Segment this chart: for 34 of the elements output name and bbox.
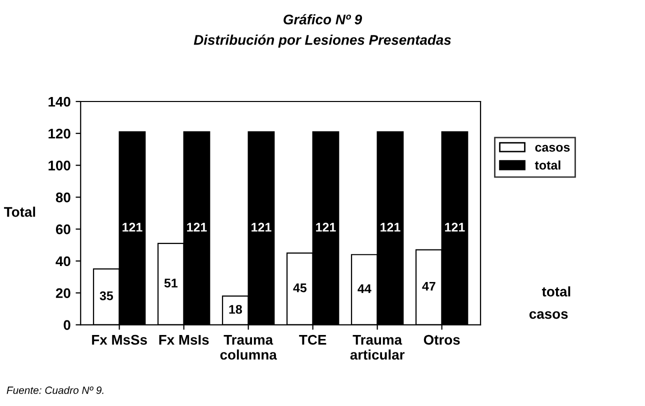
chart-title: Gráfico Nº 9 <box>284 14 362 24</box>
y-tick-label: 40 <box>56 256 70 266</box>
x-tick-label: Trauma columna <box>220 335 277 360</box>
data-label: 121 <box>122 222 142 232</box>
x-tick-label: Fx MsSs <box>92 334 147 345</box>
data-label: 18 <box>229 304 242 314</box>
chart-subtitle: Distribución por Lesiones Presentadas <box>194 34 451 48</box>
x-tick-label: TCE <box>299 334 326 345</box>
y-tick-label: 20 <box>56 288 70 298</box>
data-label: 45 <box>293 284 307 292</box>
x-tick-label: Trauma articular <box>350 335 405 360</box>
data-label: 121 <box>445 222 465 232</box>
y-tick-label: 100 <box>48 160 70 170</box>
y-tick-label: 140 <box>48 96 70 107</box>
x-tick-label: Fx MsIs <box>159 335 209 345</box>
source-note: Fuente: Cuadro Nº 9. <box>6 386 104 394</box>
y-tick-label: 0 <box>64 320 70 330</box>
data-label: 35 <box>100 291 114 300</box>
y-axis-title: Total <box>4 206 36 217</box>
x-tick-label: Otros <box>424 334 460 345</box>
y-tick-label: 120 <box>48 128 70 139</box>
data-label: 121 <box>380 222 400 232</box>
data-label: 121 <box>316 222 336 232</box>
text: casos <box>529 311 568 319</box>
data-label: 44 <box>358 284 372 293</box>
legend-label: casos <box>535 144 570 152</box>
text: total <box>542 286 570 297</box>
data-label: 51 <box>164 278 178 288</box>
legend-label: total <box>534 160 560 170</box>
y-tick-label: 60 <box>56 224 70 234</box>
data-label: 47 <box>422 282 436 291</box>
y-tick-label: 80 <box>56 192 70 202</box>
data-label: 121 <box>252 222 272 232</box>
data-label: 121 <box>187 222 207 232</box>
